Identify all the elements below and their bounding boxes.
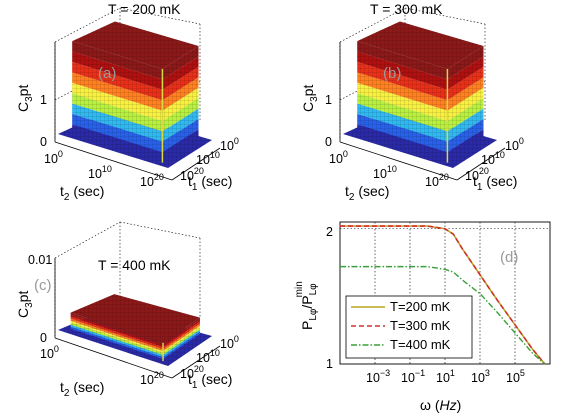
panel-a-ylabel: t1 (sec) (188, 173, 232, 193)
panel-b-xtick-2: 1020 (425, 172, 449, 189)
panel-a-ztick-0: 0 (40, 135, 47, 149)
panel-b-xlabel: t2 (sec) (345, 183, 389, 203)
panel-d-frame (339, 221, 551, 365)
panel-b-zlabel: C3pt (300, 85, 320, 112)
panel-b-ztick-0: 0 (325, 135, 332, 149)
surface-wall-mesh-0 (70, 312, 164, 362)
panel-c-ytick-0: 100 (220, 334, 239, 351)
panel-c-ytick-1: 1010 (196, 348, 220, 365)
panel-a-zlabel: C3pt (15, 85, 35, 112)
panel-c-ztick-0: 0 (40, 331, 47, 345)
panel-c-title: T = 400 mK (98, 257, 171, 273)
panel-a: T = 200 mK 0 1 C3pt 100 1010 1020 1020 1… (15, 1, 239, 203)
panel-b-xtick-0: 100 (329, 149, 348, 166)
panel-d-xlabel: ω (Hz) (420, 397, 461, 413)
panel-b-surface (343, 21, 497, 168)
legend-entry-400: T=400 mK (351, 337, 451, 352)
surface-plateau-mesh (357, 21, 484, 69)
surface-wall-mesh-0 (357, 41, 448, 163)
panel-c: T = 400 mK 0 0.01 C3pt 100 1020 1020 101… (15, 221, 239, 399)
panel-d-ytick-2: 2 (326, 225, 333, 239)
panel-d-legend: T=200 mK T=300 mK T=400 mK (345, 295, 473, 359)
panel-c-zlabel: C3pt (15, 291, 35, 318)
panel-c-xlabel: t2 (sec) (60, 379, 104, 399)
panel-a-label: (a) (98, 65, 116, 82)
panel-c-ztick-1: 0.01 (28, 253, 52, 267)
panel-c-xtick-1: 1020 (140, 370, 164, 387)
surface-wall-mesh-1 (162, 46, 199, 163)
surface-wall-mesh-0 (72, 41, 163, 163)
panel-c-xtick-0: 100 (40, 344, 59, 361)
panel-d: 10−3 10−1 101 103 105 2 1 PLφ/PLφmin ω (Hz) … (294, 221, 551, 413)
panel-a-xlabel: t2 (sec) (60, 183, 104, 203)
surface-plateau-mesh (70, 294, 200, 343)
panel-b-title: T = 300 mK (370, 1, 443, 17)
surface-wall-mesh-1 (447, 46, 484, 163)
legend-label-400: T=400 mK (390, 337, 451, 352)
panel-b-axes (339, 42, 506, 181)
legend-label-300: T=300 mK (390, 318, 451, 333)
panel-a-surface (58, 21, 212, 168)
svg-text:PLφ/PLφmin: PLφ/PLφmin (294, 281, 319, 330)
panel-d-label: (d) (500, 249, 518, 266)
panel-d-xtick-2: 101 (436, 368, 455, 385)
panel-b-xtick-1: 1010 (373, 164, 397, 181)
panel-a-axes (54, 42, 221, 181)
panel-d-ticks: 10−3 10−1 101 103 105 (366, 368, 525, 385)
panel-d-lines (340, 225, 546, 365)
surface-wall-mesh-1 (163, 317, 200, 362)
panel-c-surface (58, 294, 212, 366)
panel-a-ztick-1: 1 (40, 93, 47, 107)
panel-b-ytick-0: 100 (505, 136, 524, 153)
legend-label-200: T=200 mK (390, 299, 451, 314)
panel-c-ylabel: t1 (sec) (188, 371, 232, 391)
panel-d-xtick-3: 103 (471, 368, 490, 385)
panel-b-ztick-1: 1 (325, 93, 332, 107)
panel-a-xtick-0: 100 (44, 149, 63, 166)
panel-a-xtick-1: 1010 (88, 164, 112, 181)
panel-c-label: (c) (34, 277, 52, 294)
panel-d-ytick-1: 1 (326, 357, 333, 371)
panel-d-xtick-1: 10−1 (401, 368, 425, 385)
panel-d-ylabel: PLφ/PLφmin (294, 281, 319, 330)
panel-a-ytick-1: 1010 (196, 150, 220, 167)
panel-b: T = 300 mK 0 1 C3pt 100 1010 1020 1020 1… (300, 1, 524, 203)
legend-entry-300: T=300 mK (351, 318, 451, 333)
panel-a-xtick-2: 1020 (140, 172, 164, 189)
panel-d-xtick-0: 10−3 (366, 368, 390, 385)
panel-b-ytick-1: 1010 (481, 150, 505, 167)
panel-b-label: (b) (383, 65, 401, 82)
surface-plateau-mesh (72, 21, 199, 69)
legend-entry-200: T=200 mK (351, 299, 451, 314)
series-line-1 (340, 225, 546, 365)
panel-d-xtick-4: 105 (506, 368, 525, 385)
panel-a-title: T = 200 mK (108, 1, 181, 17)
panel-b-ylabel: t1 (sec) (473, 173, 517, 193)
panel-a-ytick-0: 100 (220, 136, 239, 153)
panel-c-axes (54, 258, 221, 379)
series-line-2 (340, 265, 546, 365)
